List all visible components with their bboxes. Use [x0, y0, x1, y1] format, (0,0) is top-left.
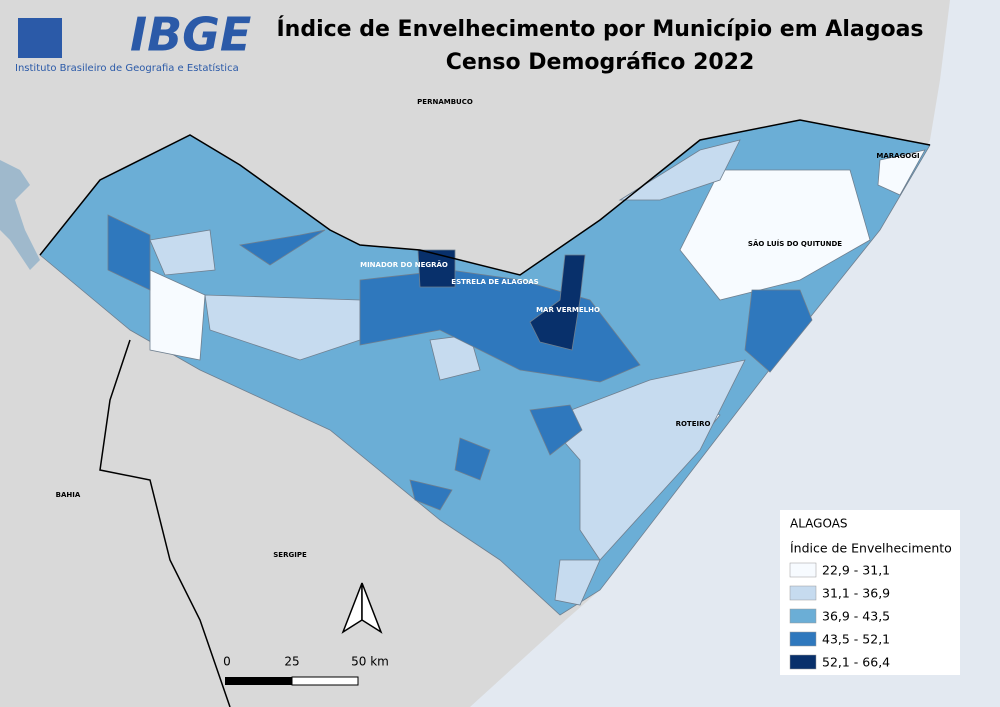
municipality — [744, 289, 813, 373]
legend-label: 52,1 - 66,4 — [822, 655, 890, 670]
scale-label: 25 — [284, 655, 299, 669]
municipality-label: MARAGOGI — [876, 152, 919, 160]
region-label: SERGIPE — [273, 551, 307, 559]
municipality — [618, 139, 741, 201]
north-arrow — [341, 582, 383, 634]
legend-label: 22,9 - 31,1 — [822, 563, 890, 578]
legend-label: 36,9 - 43,5 — [822, 609, 890, 624]
legend-label: 31,1 - 36,9 — [822, 586, 890, 601]
scale-label: 50 km — [351, 655, 389, 669]
water — [0, 160, 40, 270]
legend-swatch — [789, 585, 817, 601]
municipalities — [39, 119, 931, 616]
logo-acronym: IBGE — [130, 8, 251, 62]
municipality — [149, 229, 216, 276]
municipality — [877, 149, 926, 196]
municipality-label: MAR VERMELHO — [536, 306, 600, 314]
scale-bar: 0 25 50 km — [223, 655, 389, 686]
municipality — [529, 404, 583, 456]
legend-swatch — [789, 631, 817, 647]
region-label: PERNAMBUCO — [417, 98, 473, 106]
legend-label: 43,5 - 52,1 — [822, 632, 890, 647]
title: Índice de Envelhecimento por Município e… — [276, 16, 923, 42]
municipality — [238, 229, 326, 266]
region-label: BAHIA — [56, 491, 81, 499]
municipality — [107, 214, 151, 291]
municipality — [409, 479, 453, 511]
municipality — [454, 437, 491, 481]
subtitle: Censo Demográfico 2022 — [446, 50, 755, 75]
municipality-label: ROTEIRO — [676, 420, 711, 428]
municipality — [554, 559, 601, 606]
state-border — [39, 119, 931, 276]
legend-heading: ALAGOAS — [790, 517, 848, 531]
legend-swatch — [789, 654, 817, 670]
municipality-label: SÃO LUÍS DO QUITUNDE — [748, 239, 842, 248]
legend-swatch — [789, 562, 817, 578]
state-border — [99, 339, 231, 707]
municipality — [149, 269, 206, 361]
legend-title: Índice de Envelhecimento — [790, 541, 952, 556]
municipality-label: MINADOR DO NEGRÃO — [360, 260, 448, 269]
municipality — [544, 359, 746, 561]
municipality-label: ESTRELA DE ALAGOAS — [451, 278, 538, 286]
municipality — [204, 294, 361, 361]
municipality — [529, 254, 586, 351]
logo-mark — [18, 18, 62, 58]
legend: ALAGOAS Índice de Envelhecimento 22,9 - … — [780, 510, 960, 675]
scale-label: 0 — [223, 655, 231, 669]
municipality — [417, 249, 456, 288]
logo-name: Instituto Brasileiro de Geografia e Esta… — [15, 62, 239, 74]
municipality — [679, 169, 871, 301]
legend-swatch — [789, 608, 817, 624]
